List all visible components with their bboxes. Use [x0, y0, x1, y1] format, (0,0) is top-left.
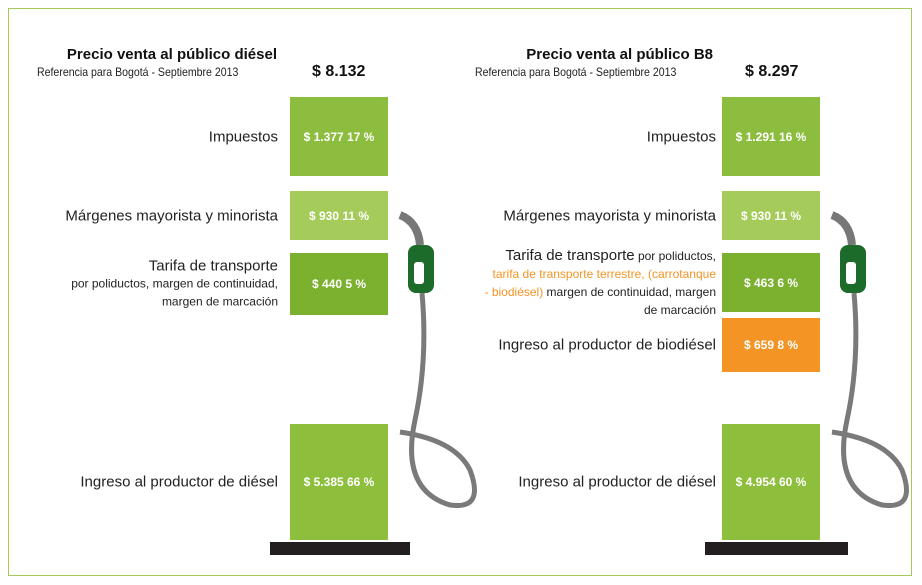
pump-left — [400, 215, 475, 506]
label-line: Ingreso al productor de diésel — [80, 474, 278, 491]
label-line: Ingreso al productor de diésel — [518, 474, 716, 491]
panel-total: $ 8.132 — [312, 63, 365, 81]
label-text: Ingreso al productor de biodiésel — [498, 337, 716, 354]
value-box: $ 659 8 % — [722, 318, 820, 372]
pump-right — [832, 215, 907, 506]
panel-total: $ 8.297 — [745, 63, 798, 81]
value-box: $ 1.377 17 % — [290, 97, 388, 176]
label-line: - biodiésel) margen de continuidad, marg… — [485, 283, 716, 301]
label-line: tarifa de transporte terrestre, (carrota… — [485, 265, 716, 283]
item-label: Ingreso al productor de diésel — [80, 474, 278, 491]
label-text: de marcación — [644, 303, 716, 317]
value-box: $ 463 6 % — [722, 253, 820, 312]
label-line: Ingreso al productor de biodiésel — [498, 337, 716, 354]
item-label: Márgenes mayorista y minorista — [503, 207, 716, 224]
label-line: por poliductos, margen de continuidad, — [71, 275, 278, 293]
item-label: Impuestos — [647, 128, 716, 145]
panel-subtitle: Referencia para Bogotá - Septiembre 2013 — [37, 65, 238, 79]
base-right — [705, 542, 848, 555]
label-text: tarifa de transporte terrestre, (carrota… — [493, 267, 716, 281]
value-box: $ 1.291 16 % — [722, 97, 820, 176]
item-label: Márgenes mayorista y minorista — [65, 207, 278, 224]
label-text: margen de marcación — [162, 295, 278, 309]
label-line: Márgenes mayorista y minorista — [503, 207, 716, 224]
value-box: $ 5.385 66 % — [290, 424, 388, 540]
label-text: Tarifa de transporte — [149, 258, 278, 275]
item-label: Tarifa de transporte por poliductos, marg… — [71, 258, 278, 311]
label-text: por poliductos, margen de continuidad, — [71, 277, 278, 291]
page: Precio venta al público diésel Referencia… — [0, 0, 922, 585]
value-box: $ 440 5 % — [290, 253, 388, 315]
label-line: margen de marcación — [71, 293, 278, 311]
label-text: por poliductos, — [635, 249, 716, 263]
item-label: Tarifa de transporte por poliductos, tari… — [485, 247, 716, 319]
label-text: Márgenes mayorista y minorista — [65, 207, 278, 224]
label-line: de marcación — [485, 301, 716, 319]
panel-title: Precio venta al público B8 — [526, 46, 713, 63]
item-label: Impuestos — [209, 128, 278, 145]
label-line: Tarifa de transporte por poliductos, — [485, 247, 716, 265]
label-text: Impuestos — [647, 128, 716, 145]
value-box: $ 930 11 % — [722, 191, 820, 240]
value-box: $ 930 11 % — [290, 191, 388, 240]
panel-subtitle: Referencia para Bogotá - Septiembre 2013 — [475, 65, 676, 79]
item-label: Ingreso al productor de diésel — [518, 474, 716, 491]
label-line: Impuestos — [647, 128, 716, 145]
label-line: Márgenes mayorista y minorista — [65, 207, 278, 224]
value-box: $ 4.954 60 % — [722, 424, 820, 540]
label-line: Impuestos — [209, 128, 278, 145]
label-text: Ingreso al productor de diésel — [518, 474, 716, 491]
label-text: Márgenes mayorista y minorista — [503, 207, 716, 224]
base-left — [270, 542, 410, 555]
label-text: Impuestos — [209, 128, 278, 145]
label-text: - biodiésel) — [485, 285, 544, 299]
label-text: Tarifa de transporte — [505, 247, 634, 264]
item-label: Ingreso al productor de biodiésel — [498, 337, 716, 354]
label-line: Tarifa de transporte — [71, 258, 278, 275]
label-text: margen de continuidad, margen — [543, 285, 716, 299]
panel-title: Precio venta al público diésel — [67, 46, 277, 63]
label-text: Ingreso al productor de diésel — [80, 474, 278, 491]
